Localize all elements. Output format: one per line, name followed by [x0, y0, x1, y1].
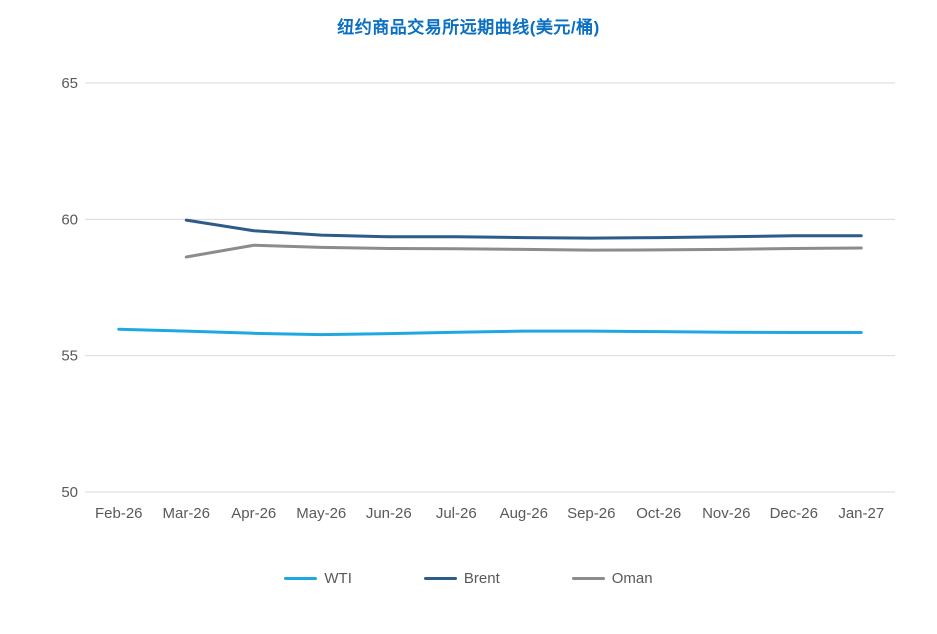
- x-axis-tick-label: Oct-26: [636, 505, 681, 522]
- series-line-wti: [117, 327, 863, 337]
- chart-legend: WTI Brent Oman: [0, 570, 937, 587]
- legend-item-brent: Brent: [423, 570, 500, 587]
- x-axis-tick-label: Jun-26: [366, 505, 412, 522]
- x-axis-tick-label: Sep-26: [567, 505, 615, 522]
- y-axis-tick-label: 60: [61, 211, 78, 228]
- x-axis-tick-label: Dec-26: [770, 505, 818, 522]
- x-axis-tick-label: Jul-26: [436, 505, 477, 522]
- legend-item-oman: Oman: [571, 570, 653, 587]
- x-axis-tick-label: Jan-27: [838, 505, 884, 522]
- chart-title: 纽约商品交易所远期曲线(美元/桶): [337, 18, 600, 37]
- x-axis-tick-label: Apr-26: [231, 505, 276, 522]
- x-axis-tick-label: May-26: [296, 505, 346, 522]
- x-axis-tick-label: Mar-26: [162, 505, 210, 522]
- legend-marker-oman: [571, 576, 605, 581]
- y-axis-tick-label: 65: [61, 75, 78, 92]
- legend-marker-wti: [284, 576, 318, 581]
- legend-label: Oman: [611, 570, 653, 587]
- series-line-oman: [184, 243, 863, 259]
- legend-label: WTI: [324, 570, 352, 587]
- y-axis-tick-label: 50: [61, 484, 78, 501]
- x-axis-tick-label: Nov-26: [702, 505, 750, 522]
- legend-item-wti: WTI: [284, 570, 352, 587]
- x-axis-tick-label: Feb-26: [95, 505, 143, 522]
- x-axis-tick-label: Aug-26: [500, 505, 548, 522]
- series-line-brent: [184, 218, 863, 240]
- legend-label: Brent: [463, 570, 500, 587]
- legend-marker-brent: [423, 576, 457, 581]
- y-axis-tick-label: 55: [61, 348, 78, 365]
